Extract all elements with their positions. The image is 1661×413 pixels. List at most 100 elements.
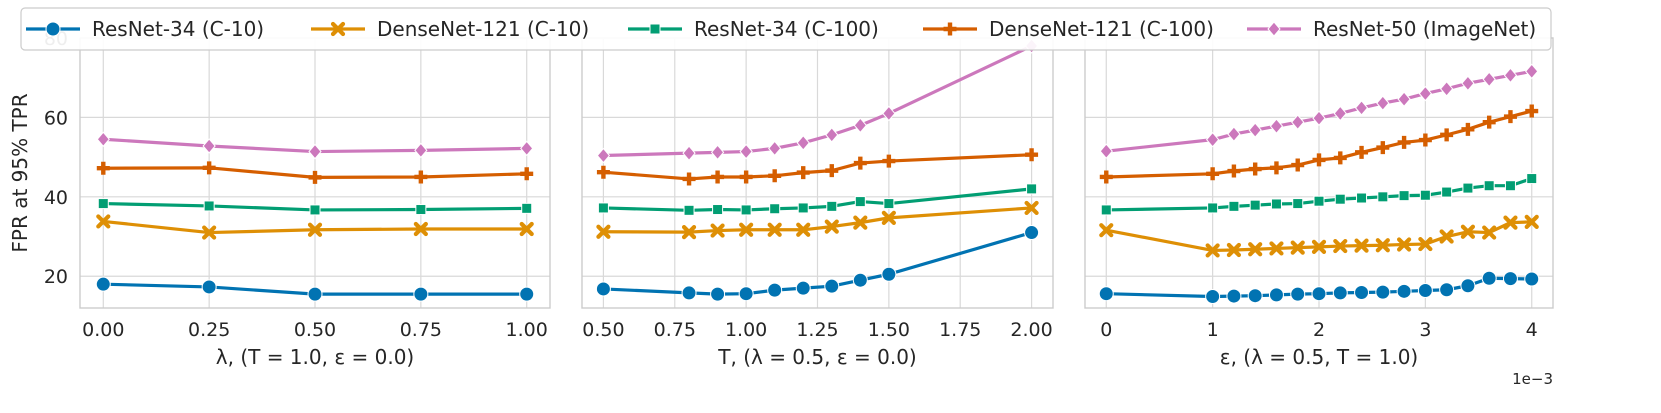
data-point (1312, 110, 1326, 126)
data-point (1290, 240, 1305, 255)
data-point (414, 142, 428, 159)
data-point (1439, 81, 1454, 97)
data-point (1525, 104, 1539, 118)
data-point (309, 204, 321, 216)
series-5 (96, 131, 534, 160)
legend-label: ResNet-50 (ImageNet) (1313, 17, 1536, 41)
data-point (824, 219, 839, 234)
data-point (1375, 238, 1390, 253)
legend-entry-3: ResNet-34 (C-100) (628, 17, 879, 41)
y-tick-label: 40 (44, 187, 68, 209)
legend-entry-2: DenseNet-121 (C-10) (311, 17, 589, 41)
series-4 (96, 161, 534, 184)
panel-3: 0 1 2 3 4 ε, (λ = 0.5, T = 1.0) 1e−3 (1084, 37, 1554, 388)
data-point (1099, 143, 1113, 159)
data-point (825, 164, 839, 178)
data-point (1354, 100, 1369, 116)
series-3 (1100, 173, 1538, 216)
data-point (1228, 200, 1240, 212)
data-point (595, 281, 611, 297)
x-tick-label: 3 (1419, 319, 1431, 341)
x-offset-label: 1e−3 (1512, 370, 1553, 388)
series-4 (596, 148, 1039, 186)
data-point (681, 225, 697, 240)
data-point (519, 221, 534, 237)
data-point (1268, 287, 1284, 303)
data-point (308, 170, 322, 184)
data-point (1024, 200, 1039, 216)
data-point (1460, 224, 1476, 239)
data-point (1227, 164, 1241, 178)
data-point (1206, 167, 1220, 181)
x-tick-label: 2.00 (1010, 319, 1052, 341)
x-tick-label: 0.50 (294, 319, 336, 341)
data-point (308, 143, 322, 160)
series-3 (97, 198, 533, 216)
data-point (1418, 85, 1433, 102)
x-tick-label: 1.75 (939, 319, 981, 341)
data-point (1333, 105, 1347, 122)
data-point (596, 165, 610, 179)
data-point (712, 204, 724, 216)
x-tick-labels: 0.00 0.25 0.50 0.75 1.00 (82, 319, 548, 341)
data-point (681, 285, 697, 301)
data-point (1270, 198, 1282, 210)
data-point (1439, 282, 1455, 298)
data-point (1417, 283, 1433, 299)
data-point (1482, 225, 1497, 240)
data-point (1441, 186, 1453, 198)
x-tick-labels: 0.50 0.75 1.00 1.25 1.50 1.75 2.00 (582, 319, 1052, 341)
series-group (595, 38, 1040, 302)
series-line (603, 206, 1032, 234)
data-point (307, 286, 323, 302)
data-point (202, 138, 216, 154)
series-4 (1099, 104, 1539, 184)
data-point (853, 215, 868, 230)
data-point (826, 200, 838, 212)
legend-entry-4: DenseNet-121 (C-100) (923, 17, 1214, 41)
data-point (520, 140, 534, 157)
data-point (796, 222, 811, 237)
data-point (795, 280, 811, 296)
data-point (768, 169, 782, 183)
legend-label: ResNet-34 (C-100) (694, 17, 879, 41)
data-point (852, 272, 868, 288)
data-point (881, 210, 896, 225)
data-point (710, 286, 726, 302)
data-point (739, 143, 753, 160)
data-point (1354, 285, 1370, 301)
data-point (1099, 170, 1113, 184)
data-point (883, 198, 895, 210)
data-point (1226, 288, 1242, 304)
series-1 (95, 276, 535, 302)
data-point (1226, 242, 1242, 258)
data-point (1205, 288, 1221, 304)
data-point (1355, 145, 1369, 159)
x-tick-label: 4 (1526, 319, 1538, 341)
data-point (1025, 148, 1039, 162)
x-axis-label: ε, (λ = 0.5, T = 1.0) (1220, 345, 1418, 369)
data-point (1332, 285, 1348, 301)
legend-entry-5: ResNet-50 (ImageNet) (1247, 17, 1536, 41)
data-point (1205, 243, 1220, 258)
data-point (1396, 283, 1412, 299)
data-point (1397, 135, 1411, 149)
data-point (597, 202, 609, 214)
data-point (853, 117, 867, 134)
x-tick-label: 1 (1207, 319, 1219, 341)
legend-label: DenseNet-121 (C-10) (377, 17, 589, 41)
y-tick-labels: 20406080 (44, 28, 68, 288)
y-tick-label: 60 (44, 107, 68, 129)
data-point (1396, 237, 1412, 252)
data-point (1482, 115, 1496, 129)
x-tick-label: 0.75 (400, 319, 442, 341)
data-point (797, 202, 809, 214)
data-point (1462, 182, 1474, 194)
series-2 (96, 214, 534, 240)
data-point (740, 204, 752, 216)
data-point (1481, 270, 1497, 286)
y-tick-label: 20 (44, 266, 68, 288)
data-point (768, 140, 782, 157)
data-point (1418, 133, 1432, 147)
